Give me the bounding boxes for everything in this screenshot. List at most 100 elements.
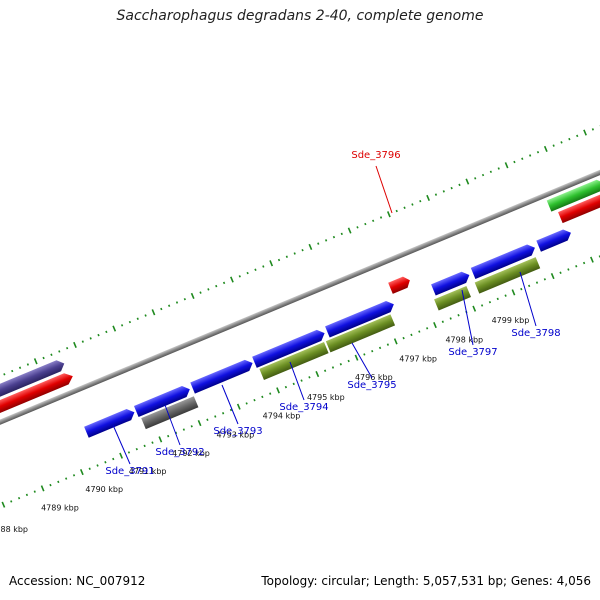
inner-ruler-tick <box>1 501 6 508</box>
inner-ruler-tick <box>393 338 398 345</box>
gene-label[interactable]: Sde_3794 <box>279 402 328 413</box>
outer-ruler-tick <box>308 243 313 251</box>
gene-sde3792-a[interactable] <box>133 384 192 418</box>
kbp-tick-label: 4791 kbp <box>129 467 167 476</box>
gene-label[interactable]: Sde_3797 <box>448 347 497 358</box>
outer-ruler-tick <box>474 177 477 180</box>
outer-ruler-tick <box>66 346 69 350</box>
inner-ruler-tick <box>49 483 52 487</box>
outer-ruler-tick <box>207 288 210 291</box>
outer-ruler-tick <box>26 363 30 366</box>
outer-ruler-tick <box>403 206 406 209</box>
gene-sde3793[interactable] <box>190 358 255 394</box>
outer-ruler-tick <box>504 162 509 169</box>
inner-ruler-tick <box>543 278 546 281</box>
outer-ruler-tick <box>364 222 367 226</box>
outer-ruler-tick <box>529 154 532 157</box>
inner-ruler-tick <box>488 300 492 304</box>
outer-ruler-tick <box>42 356 45 360</box>
gene-partial-purple[interactable] <box>0 358 67 453</box>
outer-ruler-tick <box>568 137 571 141</box>
gene-sde3795[interactable] <box>325 314 396 353</box>
outer-tick-ruler <box>3 124 600 376</box>
outer-ruler-tick <box>199 291 202 294</box>
inner-ruler-tick <box>197 419 202 427</box>
inner-ruler-tick <box>300 379 303 382</box>
gene-sde3791[interactable] <box>84 407 137 438</box>
gene-leader-line <box>375 165 393 214</box>
gene-label[interactable]: Sde_3795 <box>347 380 396 391</box>
inner-ruler-tick <box>567 268 570 271</box>
outer-ruler-tick <box>301 248 304 252</box>
kbp-tick-label: 4794 kbp <box>263 411 301 420</box>
gene-sde3797[interactable] <box>434 285 472 311</box>
inner-ruler-tick <box>433 321 437 329</box>
inner-ruler-tick <box>174 431 178 435</box>
outer-ruler-tick <box>332 235 336 239</box>
gene-sde3792[interactable] <box>141 396 199 430</box>
gene-next-red[interactable] <box>558 191 600 224</box>
outer-ruler-tick <box>347 227 352 234</box>
inner-ruler-tick <box>190 425 193 428</box>
inner-ruler-tick <box>112 457 115 461</box>
inner-ruler-tick <box>575 265 578 268</box>
gene-partial-red[interactable] <box>0 371 75 467</box>
outer-ruler-tick <box>536 150 540 154</box>
outer-ruler-tick <box>411 203 414 206</box>
inner-ruler-tick <box>308 376 311 379</box>
outer-ruler-tick <box>513 160 516 164</box>
inner-ruler-tick <box>511 289 516 296</box>
gene-label[interactable]: Sde_3791 <box>105 466 154 477</box>
outer-ruler-tick <box>190 292 195 300</box>
outer-ruler-tick <box>160 307 163 311</box>
gene-label[interactable]: Sde_3793 <box>213 426 262 437</box>
outer-ruler-tick <box>465 178 470 185</box>
outer-ruler-tick <box>269 260 274 267</box>
gene-sde3795-f[interactable] <box>325 299 396 338</box>
gene-sde3797-f[interactable] <box>431 269 472 296</box>
kbp-tick-label: 4796 kbp <box>355 373 393 382</box>
inner-ruler-tick <box>88 467 91 471</box>
genome-summary: Topology: circular; Length: 5,057,531 bp… <box>261 574 591 588</box>
outer-ruler-tick <box>222 281 226 285</box>
gene-label[interactable]: Sde_3798 <box>511 328 560 339</box>
gene-sde3794[interactable] <box>259 342 329 380</box>
inner-ruler-tick <box>363 353 366 356</box>
gene-label[interactable]: Sde_3796 <box>351 150 400 161</box>
outer-ruler-tick <box>379 216 383 219</box>
inner-ruler-tick <box>245 402 248 405</box>
outer-ruler-tick <box>238 275 241 278</box>
gene-sde3798[interactable] <box>474 257 541 294</box>
inner-tick-ruler <box>1 255 600 508</box>
outer-ruler-tick <box>317 242 320 245</box>
inner-ruler-tick <box>57 480 60 484</box>
outer-ruler-tick <box>277 258 281 262</box>
gene-next-green[interactable] <box>546 177 600 212</box>
inner-ruler-tick <box>449 317 452 320</box>
genome-backbone <box>0 103 600 493</box>
kbp-tick-label: 4798 kbp <box>445 335 483 344</box>
outer-ruler-tick <box>489 170 493 174</box>
inner-ruler-tick <box>151 441 154 444</box>
inner-ruler-tick <box>65 477 68 480</box>
outer-ruler-tick <box>246 271 249 275</box>
gene-sde3794-f[interactable] <box>252 328 327 368</box>
outer-ruler-tick <box>262 265 265 268</box>
gene-label[interactable]: Sde_3792 <box>155 447 204 458</box>
map-title: Saccharophagus degradans 2-40, complete … <box>116 8 484 24</box>
inner-ruler-tick <box>206 418 209 422</box>
kbp-tick-label: 4795 kbp <box>307 393 345 402</box>
inner-ruler-tick <box>371 349 374 353</box>
outer-ruler-tick <box>254 268 257 272</box>
gene-sde3798-f[interactable] <box>470 242 537 279</box>
gene-sde3796[interactable] <box>388 275 412 294</box>
inner-ruler-tick <box>276 387 280 394</box>
gene-next-blue[interactable] <box>536 227 573 252</box>
kbp-tick-label: 4793 kbp <box>216 431 254 440</box>
inner-ruler-tick <box>221 412 225 415</box>
outer-ruler-tick <box>324 239 328 242</box>
outer-ruler-tick <box>450 186 453 190</box>
outer-ruler-tick <box>151 309 156 316</box>
outer-ruler-tick <box>591 128 595 131</box>
